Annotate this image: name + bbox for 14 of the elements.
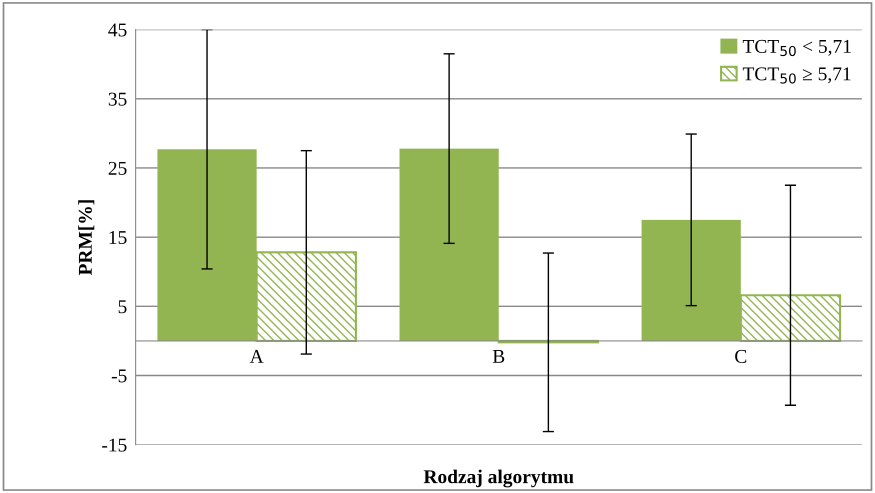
legend-label: TCT$_{50}$ ≥ 5,71: [742, 67, 851, 84]
y-tick-label: 35: [108, 92, 127, 106]
x-tick-label: B: [492, 350, 504, 363]
x-tick-label: C: [735, 350, 746, 363]
y-tick-label: 25: [108, 162, 127, 175]
x-tick-label: A: [250, 350, 264, 363]
x-axis-title: Rodzaj algorytmu: [424, 470, 574, 488]
y-tick-label: -5: [112, 370, 127, 382]
y-tick-label: 45: [108, 24, 127, 37]
y-tick-label: 5: [118, 300, 127, 314]
legend-label: TCT$_{50}$ < 5,71: [742, 40, 851, 56]
y-axis-title: PRM[%]: [78, 200, 94, 276]
y-tick-label: -15: [102, 438, 127, 452]
y-tick-label: 15: [110, 231, 127, 244]
